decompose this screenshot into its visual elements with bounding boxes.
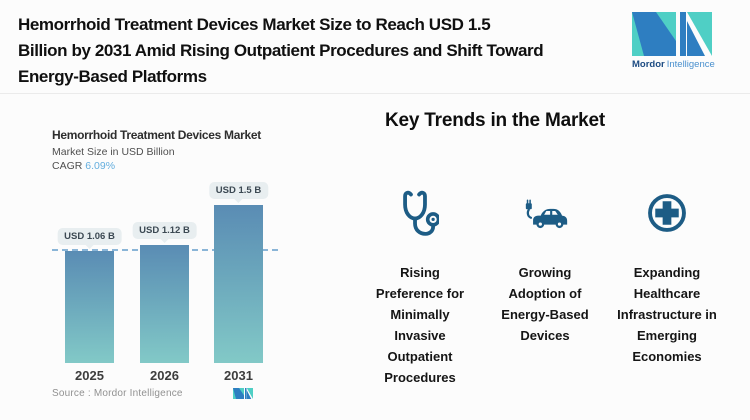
trend-label-energy-devices: Growing Adoption of Energy-Based Devices [501, 265, 589, 343]
value-badge-2031: USD 1.5 B [208, 182, 269, 199]
x-tick-2025: 2025 [75, 368, 104, 383]
header-divider [0, 93, 750, 94]
trend-item-infrastructure: Expanding Healthcare Infrastructure in E… [603, 186, 731, 367]
bar-group-2026: USD 1.12 B 2026 [132, 222, 197, 383]
bar-2026 [140, 245, 189, 363]
x-tick-2026: 2026 [150, 368, 179, 383]
brand-name-primary: Mordor [632, 59, 665, 70]
trend-item-outpatient: Rising Preference for Minimally Invasive… [356, 186, 484, 388]
trends-heading: Key Trends in the Market [384, 110, 606, 131]
bar-group-2025: USD 1.06 B 2025 [57, 228, 122, 383]
trend-label-outpatient: Rising Preference for Minimally Invasive… [375, 265, 465, 385]
cagr-value: 6.09% [85, 160, 116, 172]
page-title: Hemorrhoid Treatment Devices Market Size… [18, 12, 544, 90]
page-title-line-1: Hemorrhoid Treatment Devices Market Size… [18, 15, 491, 34]
bar-chart: USD 1.06 B 2025 USD 1.12 B 2026 USD 1.5 … [52, 182, 278, 383]
x-tick-2031: 2031 [224, 368, 253, 383]
bar-2025 [65, 251, 114, 363]
chart-title: Hemorrhoid Treatment Devices Market [52, 128, 261, 142]
source-note: Source : Mordor Intelligence [52, 388, 183, 399]
mordor-logo-small-icon [233, 388, 253, 399]
trend-label-infrastructure: Expanding Healthcare Infrastructure in E… [617, 265, 717, 364]
trend-item-energy-devices: Growing Adoption of Energy-Based Devices [482, 186, 608, 346]
brand-logo: Mordor Intelligence [632, 12, 718, 70]
bar-group-2031: USD 1.5 B 2031 [208, 182, 269, 383]
bar-2031 [214, 205, 263, 363]
brand-name: Mordor Intelligence [632, 59, 718, 70]
chart-cagr: CAGR 6.09% [52, 160, 115, 172]
value-badge-2026: USD 1.12 B [132, 222, 197, 239]
page-title-line-2: Billion by 2031 Amid Rising Outpatient P… [18, 41, 544, 60]
electric-car-icon [482, 186, 608, 240]
medical-cross-circle-icon [603, 186, 731, 240]
page-title-line-3: Energy-Based Platforms [18, 67, 207, 86]
cagr-label: CAGR [52, 160, 83, 172]
stethoscope-icon [356, 186, 484, 240]
value-badge-2025: USD 1.06 B [57, 228, 122, 245]
mordor-logo-icon [632, 12, 712, 56]
chart-subtitle: Market Size in USD Billion [52, 146, 175, 158]
brand-name-secondary: Intelligence [666, 59, 715, 70]
